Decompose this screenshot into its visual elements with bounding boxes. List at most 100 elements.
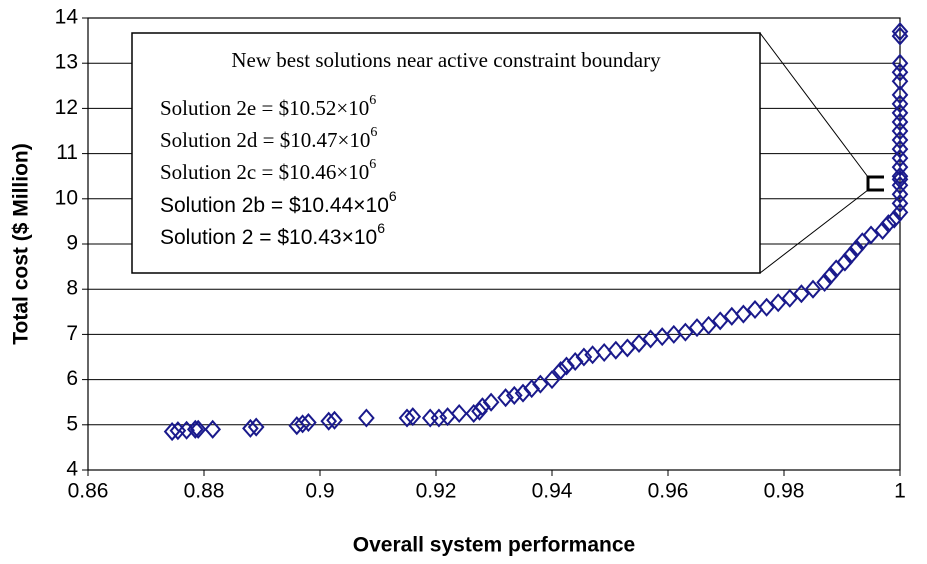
- point: [300, 413, 317, 433]
- point: [630, 333, 648, 353]
- x-tick-label: 0.9: [305, 480, 334, 503]
- point: [842, 245, 860, 265]
- point: [204, 419, 222, 439]
- point: [178, 420, 195, 440]
- point: [891, 112, 909, 132]
- x-tick-label: 0.94: [532, 480, 573, 503]
- point: [880, 214, 897, 234]
- point: [505, 385, 523, 405]
- point: [891, 130, 909, 150]
- point: [758, 297, 775, 317]
- annotation-line: Solution 2e = $10.52×106: [160, 93, 376, 120]
- x-tick-label: 0.96: [648, 480, 689, 503]
- point: [358, 408, 375, 428]
- point: [822, 266, 839, 286]
- point: [471, 401, 488, 421]
- bracket: [866, 175, 884, 192]
- annotation-box: [131, 32, 761, 274]
- annotation-sup: 6: [389, 188, 397, 204]
- point: [700, 315, 717, 335]
- point: [891, 53, 909, 73]
- point: [653, 327, 671, 347]
- y-axis-title: Total cost ($ Million): [10, 143, 33, 344]
- plot-frame: [87, 17, 901, 471]
- annotation-sup: 6: [369, 93, 376, 108]
- y-tick-label: 11: [56, 141, 78, 164]
- point: [891, 169, 909, 189]
- callout-line: [759, 32, 869, 178]
- point: [891, 22, 909, 42]
- point: [404, 407, 422, 427]
- annotation-line: Solution 2b = $10.44×106: [160, 188, 397, 217]
- point: [891, 62, 909, 82]
- point: [398, 408, 416, 428]
- y-tick-label: 6: [66, 367, 78, 390]
- point: [891, 166, 909, 186]
- x-axis-title: Overall system performance: [353, 534, 635, 557]
- annotation-line: Solution 2c = $10.46×106: [160, 157, 376, 184]
- point: [189, 419, 207, 439]
- x-tick-label: 0.92: [416, 480, 457, 503]
- y-tick-label: 13: [55, 51, 78, 74]
- annotation-line: Solution 2 = $10.43×106: [160, 220, 385, 249]
- point: [326, 410, 343, 430]
- point: [595, 342, 613, 362]
- point: [421, 408, 439, 428]
- y-tick-label: 10: [55, 186, 78, 209]
- point: [891, 103, 909, 123]
- point: [677, 322, 694, 342]
- point: [552, 361, 570, 381]
- y-tick-label: 4: [66, 458, 78, 481]
- point: [523, 379, 541, 399]
- point: [793, 284, 810, 304]
- y-tick-label: 7: [66, 322, 78, 345]
- point: [891, 85, 909, 105]
- annotation-text: Solution 2c = $10.46×10: [160, 160, 369, 184]
- x-tick-label: 0.88: [184, 480, 225, 503]
- point: [242, 418, 259, 438]
- point: [891, 184, 909, 204]
- point: [320, 411, 338, 431]
- point: [891, 148, 909, 168]
- point: [848, 239, 865, 259]
- point: [836, 252, 854, 272]
- annotation-title: New best solutions near active constrain…: [231, 48, 661, 72]
- x-tick-label: 0.98: [764, 480, 805, 503]
- annotation-sup: 6: [369, 157, 376, 172]
- point: [891, 71, 909, 91]
- point: [891, 202, 909, 222]
- point: [163, 422, 181, 442]
- point: [619, 338, 636, 358]
- point: [450, 403, 468, 424]
- point: [186, 419, 204, 439]
- point: [532, 374, 549, 394]
- point: [781, 288, 799, 308]
- annotation-sup: 6: [377, 220, 385, 236]
- point: [735, 304, 752, 324]
- y-tick-label: 14: [55, 6, 79, 29]
- point: [430, 408, 448, 428]
- y-tick-label: 12: [55, 96, 78, 119]
- point: [514, 383, 532, 403]
- x-tick-label: 1: [894, 480, 906, 503]
- point: [482, 392, 500, 412]
- point: [769, 293, 787, 313]
- point: [711, 311, 729, 331]
- point: [294, 414, 311, 434]
- annotation-text: Solution 2d = $10.47×10: [160, 128, 370, 152]
- point: [497, 388, 514, 408]
- point: [891, 139, 909, 159]
- annotation-text: Solution 2e = $10.52×10: [160, 96, 369, 120]
- annotation-sup: 6: [370, 125, 377, 140]
- callout-line: [759, 189, 869, 274]
- point: [816, 272, 833, 292]
- annotation-line: Solution 2d = $10.47×106: [160, 125, 377, 152]
- annotation-text: Solution 2b = $10.44×10: [160, 194, 389, 217]
- point: [891, 94, 909, 114]
- point: [804, 279, 822, 299]
- point: [607, 340, 625, 360]
- point: [891, 121, 909, 141]
- point: [474, 397, 491, 417]
- point: [891, 193, 909, 213]
- y-tick-label: 5: [66, 412, 78, 435]
